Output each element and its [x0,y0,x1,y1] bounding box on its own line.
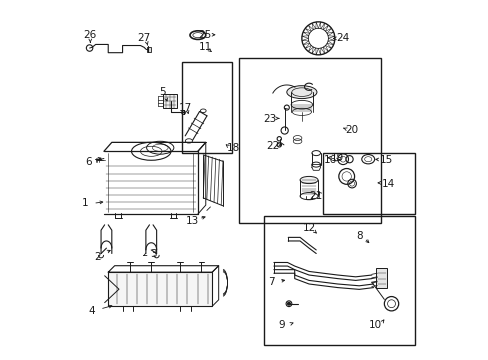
Text: 4: 4 [89,306,95,316]
Ellipse shape [286,86,316,99]
Text: 5: 5 [159,87,165,97]
Bar [147,46,150,51]
Bar [163,94,177,108]
Text: 13: 13 [185,216,199,226]
Text: 27: 27 [137,33,150,43]
Bar [239,58,380,223]
Text: 1: 1 [81,198,88,208]
Text: 23: 23 [263,114,276,124]
Text: 24: 24 [336,33,349,43]
Bar [264,216,414,345]
Bar [376,268,386,288]
Text: 10: 10 [368,320,381,330]
Text: 6: 6 [85,157,92,167]
Text: 25: 25 [198,30,211,40]
Ellipse shape [300,176,317,184]
Text: 15: 15 [379,155,392,165]
Bar [323,153,414,214]
Text: 19: 19 [330,153,344,163]
Bar [182,62,231,153]
Text: 11: 11 [198,42,211,52]
Text: 7: 7 [267,277,274,287]
Text: 14: 14 [381,179,394,189]
Text: 21: 21 [309,191,322,201]
Bar [108,272,212,306]
Text: 20: 20 [345,125,358,135]
Text: 16: 16 [323,155,337,165]
Text: 2: 2 [94,252,101,262]
Text: 26: 26 [83,30,97,40]
Text: 17: 17 [178,103,192,113]
Text: 22: 22 [266,141,279,151]
Text: 18: 18 [226,143,240,153]
Circle shape [287,302,290,305]
Text: 9: 9 [278,320,285,330]
Text: 8: 8 [355,231,362,240]
Text: 12: 12 [302,224,315,233]
Text: 3: 3 [149,248,156,258]
